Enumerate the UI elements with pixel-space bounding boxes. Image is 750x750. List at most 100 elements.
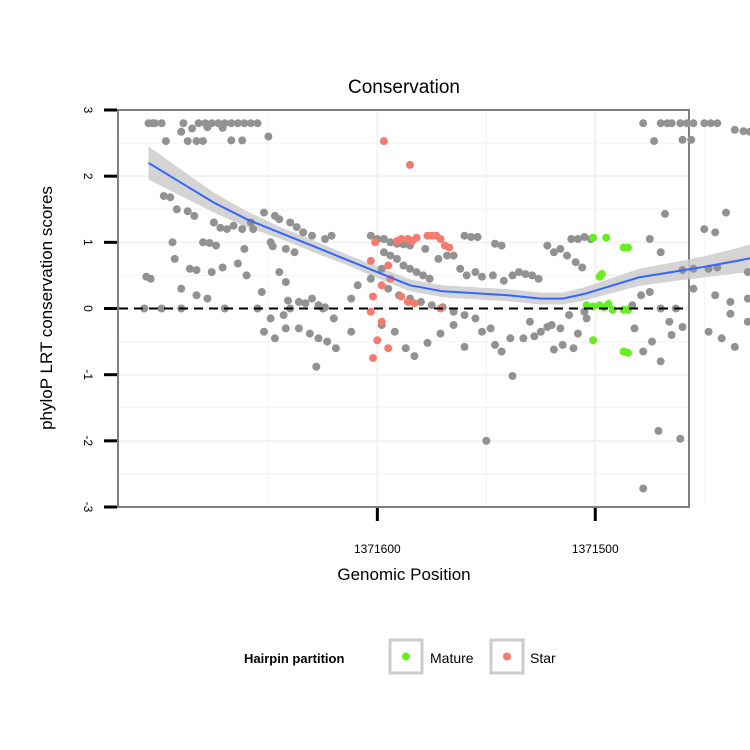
data-point-mature xyxy=(624,243,632,252)
data-point-other xyxy=(650,137,659,146)
data-point-other xyxy=(229,221,238,230)
data-point-other xyxy=(543,323,552,331)
data-point-other xyxy=(656,248,665,257)
data-point-other xyxy=(238,225,247,234)
data-point-other xyxy=(528,271,537,280)
data-point-other xyxy=(722,208,730,217)
data-point-other xyxy=(730,125,739,134)
data-point-other xyxy=(188,124,197,133)
data-point-other xyxy=(386,251,395,260)
data-point-other xyxy=(425,274,434,283)
data-point-other xyxy=(384,284,393,293)
data-point-star xyxy=(397,235,406,243)
legend-entry-star: Star xyxy=(489,638,556,675)
data-point-other xyxy=(312,362,321,371)
data-point-mature xyxy=(602,233,611,242)
data-point-other xyxy=(661,209,669,218)
data-point-star xyxy=(412,233,421,242)
confidence-ribbon xyxy=(148,146,750,305)
data-point-other xyxy=(183,207,192,216)
smooth-curve xyxy=(147,162,750,300)
legend-label-mature: Mature xyxy=(430,650,474,666)
data-point-other xyxy=(279,311,288,320)
data-point-other xyxy=(580,307,589,316)
data-point-other xyxy=(331,344,340,353)
data-point-other xyxy=(639,119,648,128)
data-point-other xyxy=(639,484,648,493)
data-point-other xyxy=(676,434,685,443)
data-point-other xyxy=(366,274,375,283)
legend-label-star: Star xyxy=(530,650,556,666)
data-point-other xyxy=(218,263,227,272)
data-point-other xyxy=(478,272,486,281)
data-point-star xyxy=(366,307,375,316)
data-point-other xyxy=(308,294,316,303)
data-point-other xyxy=(630,324,639,333)
data-point-other xyxy=(205,239,214,247)
data-point-other xyxy=(497,347,506,356)
data-point-other xyxy=(399,261,408,270)
data-point-other xyxy=(390,327,399,336)
data-point-other xyxy=(434,254,443,263)
data-point-other xyxy=(582,314,591,323)
data-point-other xyxy=(743,268,750,277)
data-point-other xyxy=(486,324,495,333)
data-point-other xyxy=(456,264,465,273)
data-point-star xyxy=(377,317,386,326)
data-point-other xyxy=(246,119,255,128)
data-point-other xyxy=(508,372,517,380)
data-point-other xyxy=(639,347,648,356)
data-point-star xyxy=(384,261,393,270)
data-point-star xyxy=(406,160,414,169)
points-star xyxy=(366,137,454,363)
data-point-other xyxy=(218,123,227,132)
data-point-other xyxy=(257,288,266,296)
data-point-other xyxy=(216,223,225,232)
data-point-other xyxy=(471,314,480,323)
data-point-other xyxy=(656,357,665,366)
data-point-other xyxy=(327,231,336,240)
data-point-other xyxy=(148,119,157,128)
data-point-mature xyxy=(624,348,632,357)
data-point-other xyxy=(700,225,709,234)
data-point-other xyxy=(172,205,181,214)
data-point-other xyxy=(573,329,582,338)
data-point-star xyxy=(369,292,377,301)
data-point-other xyxy=(436,329,445,338)
data-point-other xyxy=(491,340,499,349)
data-point-other xyxy=(146,274,155,283)
data-point-other xyxy=(449,321,458,329)
data-point-mature xyxy=(604,299,613,308)
data-point-other xyxy=(563,251,571,260)
data-point-other xyxy=(676,119,685,128)
data-point-other xyxy=(183,137,192,146)
data-point-other xyxy=(240,119,249,128)
data-point-other xyxy=(260,208,268,217)
data-point-other xyxy=(648,337,656,346)
data-point-other xyxy=(377,264,386,273)
data-point-other xyxy=(275,268,284,277)
data-point-other xyxy=(199,137,207,146)
data-point-other xyxy=(301,299,310,308)
data-point-other xyxy=(665,317,674,326)
data-point-other xyxy=(682,119,691,128)
data-point-star xyxy=(379,137,388,146)
data-point-other xyxy=(497,241,506,250)
x-tick-label: 1371600 xyxy=(354,542,401,556)
data-point-other xyxy=(260,327,268,336)
y-tick-label: -1 xyxy=(81,369,95,380)
data-point-other xyxy=(549,248,558,257)
data-point-other xyxy=(212,241,221,250)
data-point-other xyxy=(386,238,395,247)
data-point-other xyxy=(203,123,212,132)
data-point-other xyxy=(177,284,186,293)
data-point-other xyxy=(294,297,303,306)
data-point-mature xyxy=(589,336,598,345)
data-point-other xyxy=(726,309,735,318)
data-point-other xyxy=(393,254,401,263)
data-point-other xyxy=(460,311,469,320)
data-point-other xyxy=(645,288,654,296)
ribbon-band xyxy=(148,146,750,305)
data-point-other xyxy=(268,242,277,251)
data-point-other xyxy=(190,211,199,220)
